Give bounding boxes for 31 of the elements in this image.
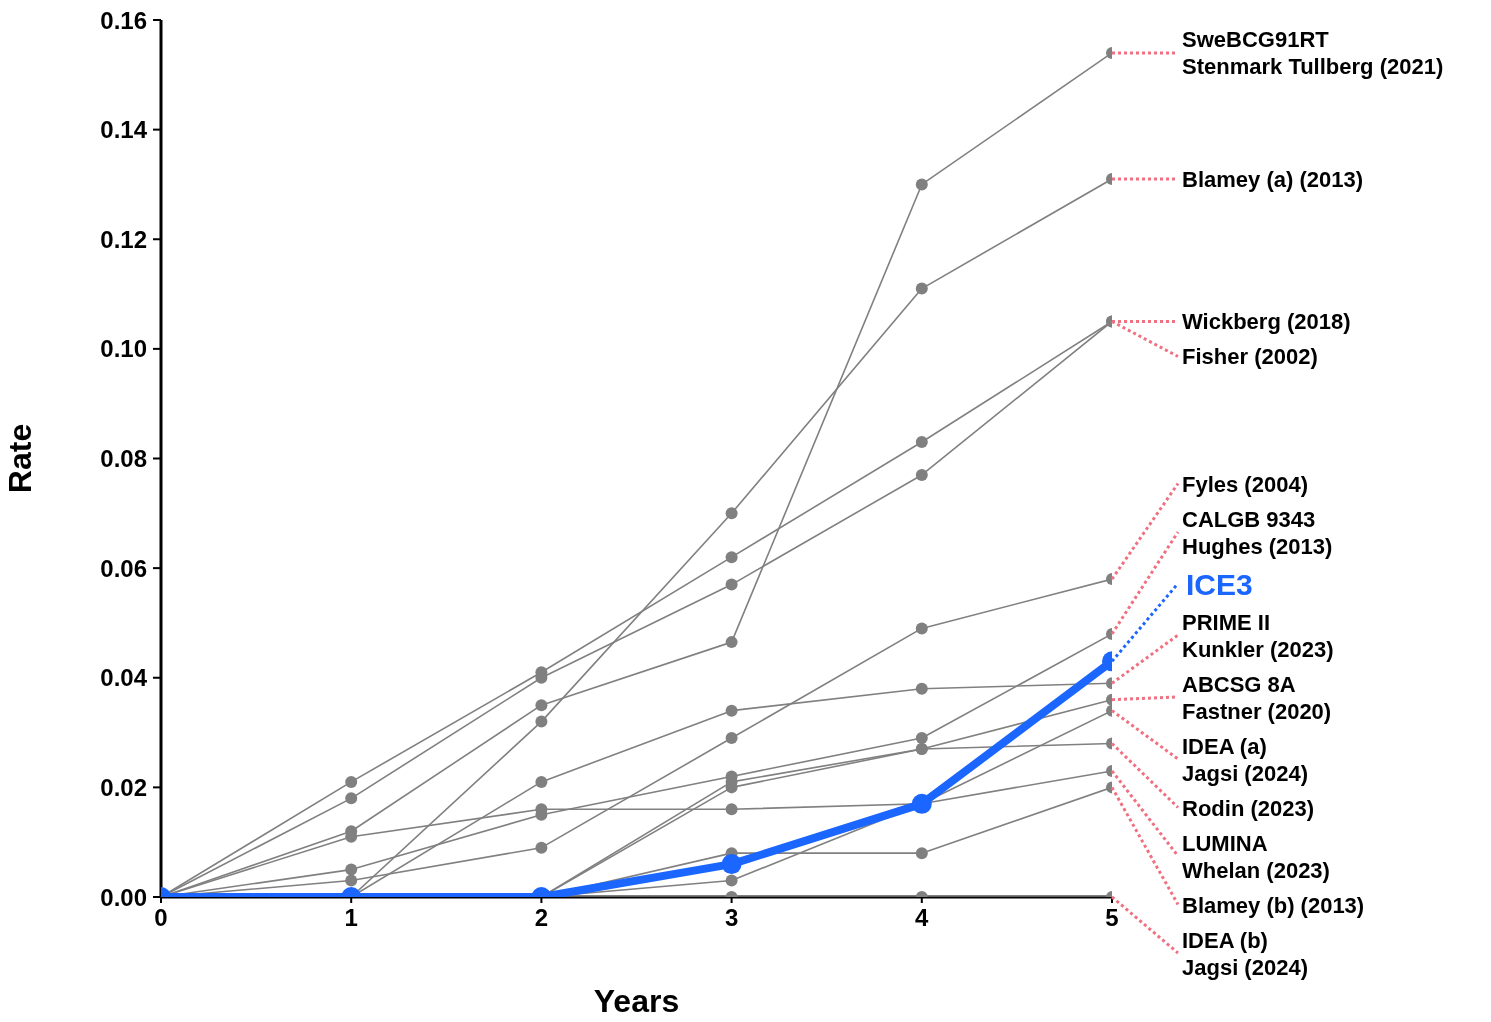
text: CALGB 9343 Hughes (2013) [1182, 506, 1333, 558]
text: Wickberg (2018) [1182, 308, 1351, 334]
x-tick-label: 2 [534, 904, 549, 932]
text: Blamey (b) (2013) [1182, 892, 1365, 917]
y-tick-label: 0.08 [100, 445, 147, 473]
y-tick-label: 0.16 [100, 6, 147, 34]
y-tick-label: 0.02 [100, 773, 147, 801]
text: ABCSG 8A Fastner (2020) [1182, 671, 1332, 723]
x-tick-label: 1 [344, 904, 358, 932]
y-tick-label: 0.04 [100, 664, 148, 692]
y-tick-label: 0.06 [100, 554, 147, 582]
text: SweBCG91RT Stenmark Tullberg (2021) [1182, 26, 1444, 79]
x-tick-label: 3 [724, 904, 739, 932]
text: LUMINA Whelan (2023) [1182, 830, 1330, 882]
text: IDEA (a) Jagsi (2024) [1182, 733, 1308, 785]
text: IDEA (b) Jagsi (2024) [1182, 927, 1308, 979]
y-tick-label: 0.10 [100, 335, 147, 363]
text: PRIME II Kunkler (2023) [1182, 609, 1334, 661]
text: Rodin (2023) [1182, 795, 1315, 820]
x-tick-label: 4 [915, 904, 930, 932]
text: Fyles (2004) [1182, 471, 1308, 496]
y-axis-title: Rate [2, 423, 39, 494]
x-tick-label: 0 [154, 904, 168, 932]
text: Fisher (2002) [1182, 343, 1318, 369]
y-tick-label: 0.12 [100, 225, 147, 253]
text: ICE3 [1186, 567, 1253, 600]
y-tick-label: 0.14 [100, 116, 148, 144]
y-tick-label: 0.00 [100, 883, 147, 911]
x-tick-label: 5 [1105, 904, 1119, 932]
text: Blamey (a) (2013) [1182, 166, 1363, 192]
x-axis-title: Years [593, 983, 680, 1019]
